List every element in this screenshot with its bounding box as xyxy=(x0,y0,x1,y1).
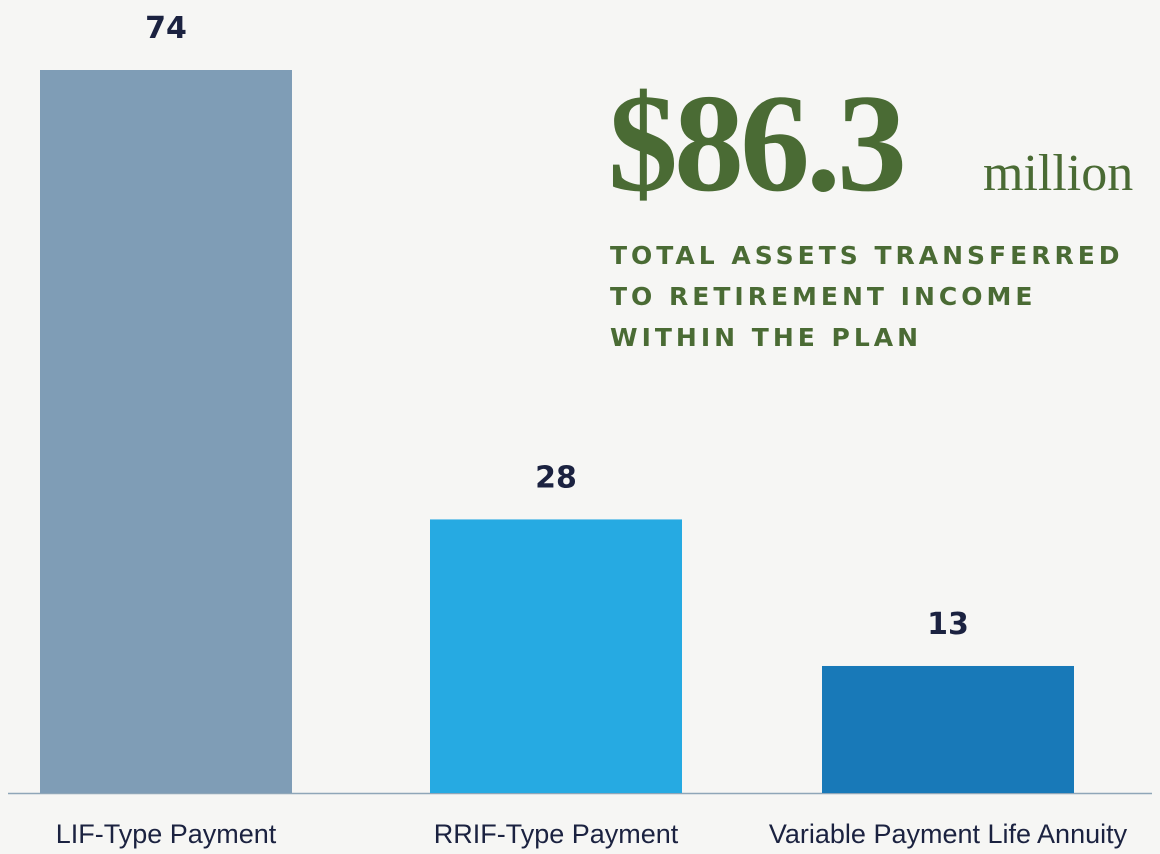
amount-unit: million xyxy=(983,145,1133,202)
annotation-line: WITHIN THE PLAN xyxy=(610,323,922,352)
x-tick-label: LIF-Type Payment xyxy=(56,819,277,849)
bar xyxy=(430,519,682,793)
value-label: 28 xyxy=(535,460,577,495)
x-tick-label: RRIF-Type Payment xyxy=(434,819,679,849)
x-tick-label: Variable Payment Life Annuity xyxy=(769,819,1128,849)
annotation-line: TO RETIREMENT INCOME xyxy=(610,282,1036,311)
bar xyxy=(40,70,292,793)
annotation-line: TOTAL ASSETS TRANSFERRED xyxy=(610,241,1124,270)
value-label: 13 xyxy=(927,607,969,642)
amount: $86.3 xyxy=(608,66,903,221)
bar xyxy=(822,665,1074,793)
value-label: 74 xyxy=(145,11,187,46)
